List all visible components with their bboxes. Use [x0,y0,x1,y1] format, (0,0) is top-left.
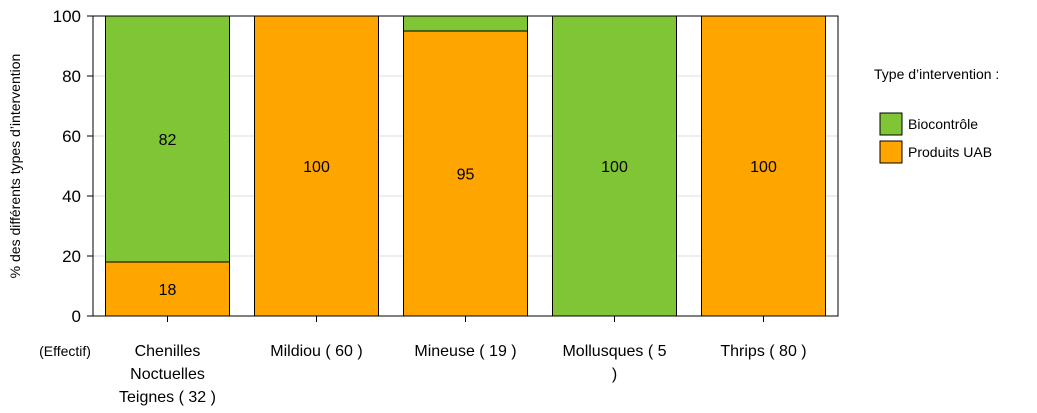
category-label: ) [612,366,617,383]
bar-produits-uab-1 [254,15,379,317]
legend-title: Type d’intervention : [874,66,999,82]
data-label: 82 [159,132,177,149]
y-axis-label: % des différents types d’intervention [7,54,23,279]
bar-biocontr-le-0 [105,15,230,263]
category-label: Mollusques ( 5 [562,343,666,360]
bar-produits-uab-0 [105,261,230,317]
bar-biocontr-le-2 [403,15,528,32]
y-tick-label: 80 [62,67,81,86]
data-label: 18 [159,282,177,299]
bar-produits-uab-4 [701,15,826,317]
y-tick-label: 40 [62,187,81,206]
bar-produits-uab-2 [403,30,528,317]
legend-item-label: Biocontrôle [908,116,978,132]
category-label: Chenilles [135,343,201,360]
y-tick-label: 60 [62,127,81,146]
axes: 0 20 40 60 80 100 [53,7,839,326]
legend-swatch-1 [879,140,903,164]
plot-frame [92,15,839,317]
bars [105,15,826,317]
category-label: Mildiou ( 60 ) [270,343,362,360]
y-tick-label: 20 [62,247,81,266]
y-tick-label: 100 [53,7,81,26]
data-label: 95 [457,167,475,184]
data-label: 100 [303,159,330,176]
y-tick-label: 0 [72,307,81,326]
legend: Type d’intervention : Biocontrôle Produits… [874,66,999,164]
category-label: Teignes ( 32 ) [119,389,216,406]
effectif-label: (Effectif) [39,343,91,359]
legend-item-label: Produits UAB [908,144,992,160]
category-label: Mineuse ( 19 ) [414,343,516,360]
labels: 18 82 Chenilles Noctuelles Teignes ( 32 ) 100… [7,54,807,406]
data-label: 100 [750,159,777,176]
data-label: 100 [601,159,628,176]
legend-swatch-0 [879,112,903,136]
bar-biocontr-le-3 [552,15,677,317]
category-label: Noctuelles [130,366,205,383]
category-label: Thrips ( 80 ) [720,343,806,360]
